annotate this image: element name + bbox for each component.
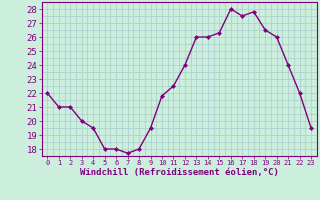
- X-axis label: Windchill (Refroidissement éolien,°C): Windchill (Refroidissement éolien,°C): [80, 168, 279, 177]
